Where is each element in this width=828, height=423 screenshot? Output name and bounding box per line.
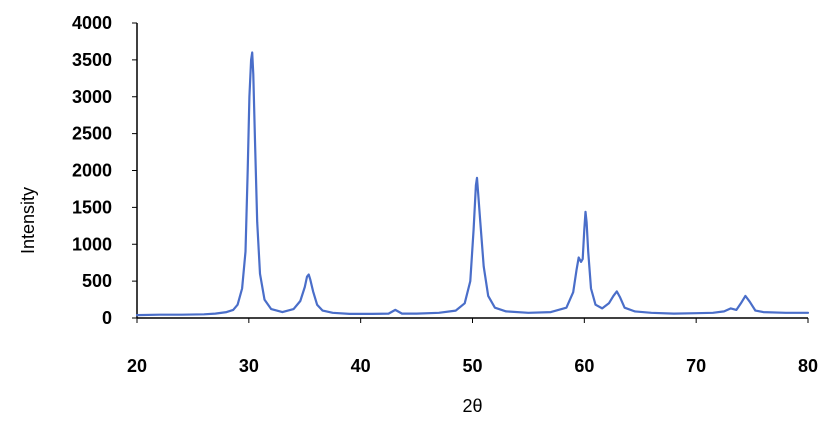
x-tick-label: 70 bbox=[686, 356, 706, 376]
y-tick-label: 500 bbox=[82, 271, 112, 291]
y-axis-title: Intensity bbox=[18, 187, 38, 254]
y-tick-label: 3000 bbox=[72, 87, 112, 107]
x-axis-title: 2θ bbox=[462, 396, 482, 416]
y-tick-label: 1000 bbox=[72, 234, 112, 254]
y-tick-label: 2000 bbox=[72, 161, 112, 181]
series-layer bbox=[135, 51, 810, 317]
x-tick-label: 40 bbox=[351, 356, 371, 376]
axes bbox=[136, 23, 808, 319]
y-tick-label: 4000 bbox=[72, 13, 112, 33]
y-tick-label: 0 bbox=[102, 308, 112, 328]
y-tick-label: 2500 bbox=[72, 124, 112, 144]
y-tick-label: 3500 bbox=[72, 50, 112, 70]
x-tick-label: 50 bbox=[462, 356, 482, 376]
x-tick-label: 20 bbox=[127, 356, 147, 376]
x-tick-label: 80 bbox=[798, 356, 818, 376]
x-ticks: 20 30 40 50 60 70 80 bbox=[127, 318, 818, 376]
x-tick-label: 30 bbox=[239, 356, 259, 376]
x-tick-label: 60 bbox=[574, 356, 594, 376]
y-tick-label: 1500 bbox=[72, 197, 112, 217]
series-line-1 bbox=[135, 51, 810, 317]
y-ticks: 0 500 1000 1500 2000 2500 3000 3500 4000 bbox=[72, 13, 137, 328]
